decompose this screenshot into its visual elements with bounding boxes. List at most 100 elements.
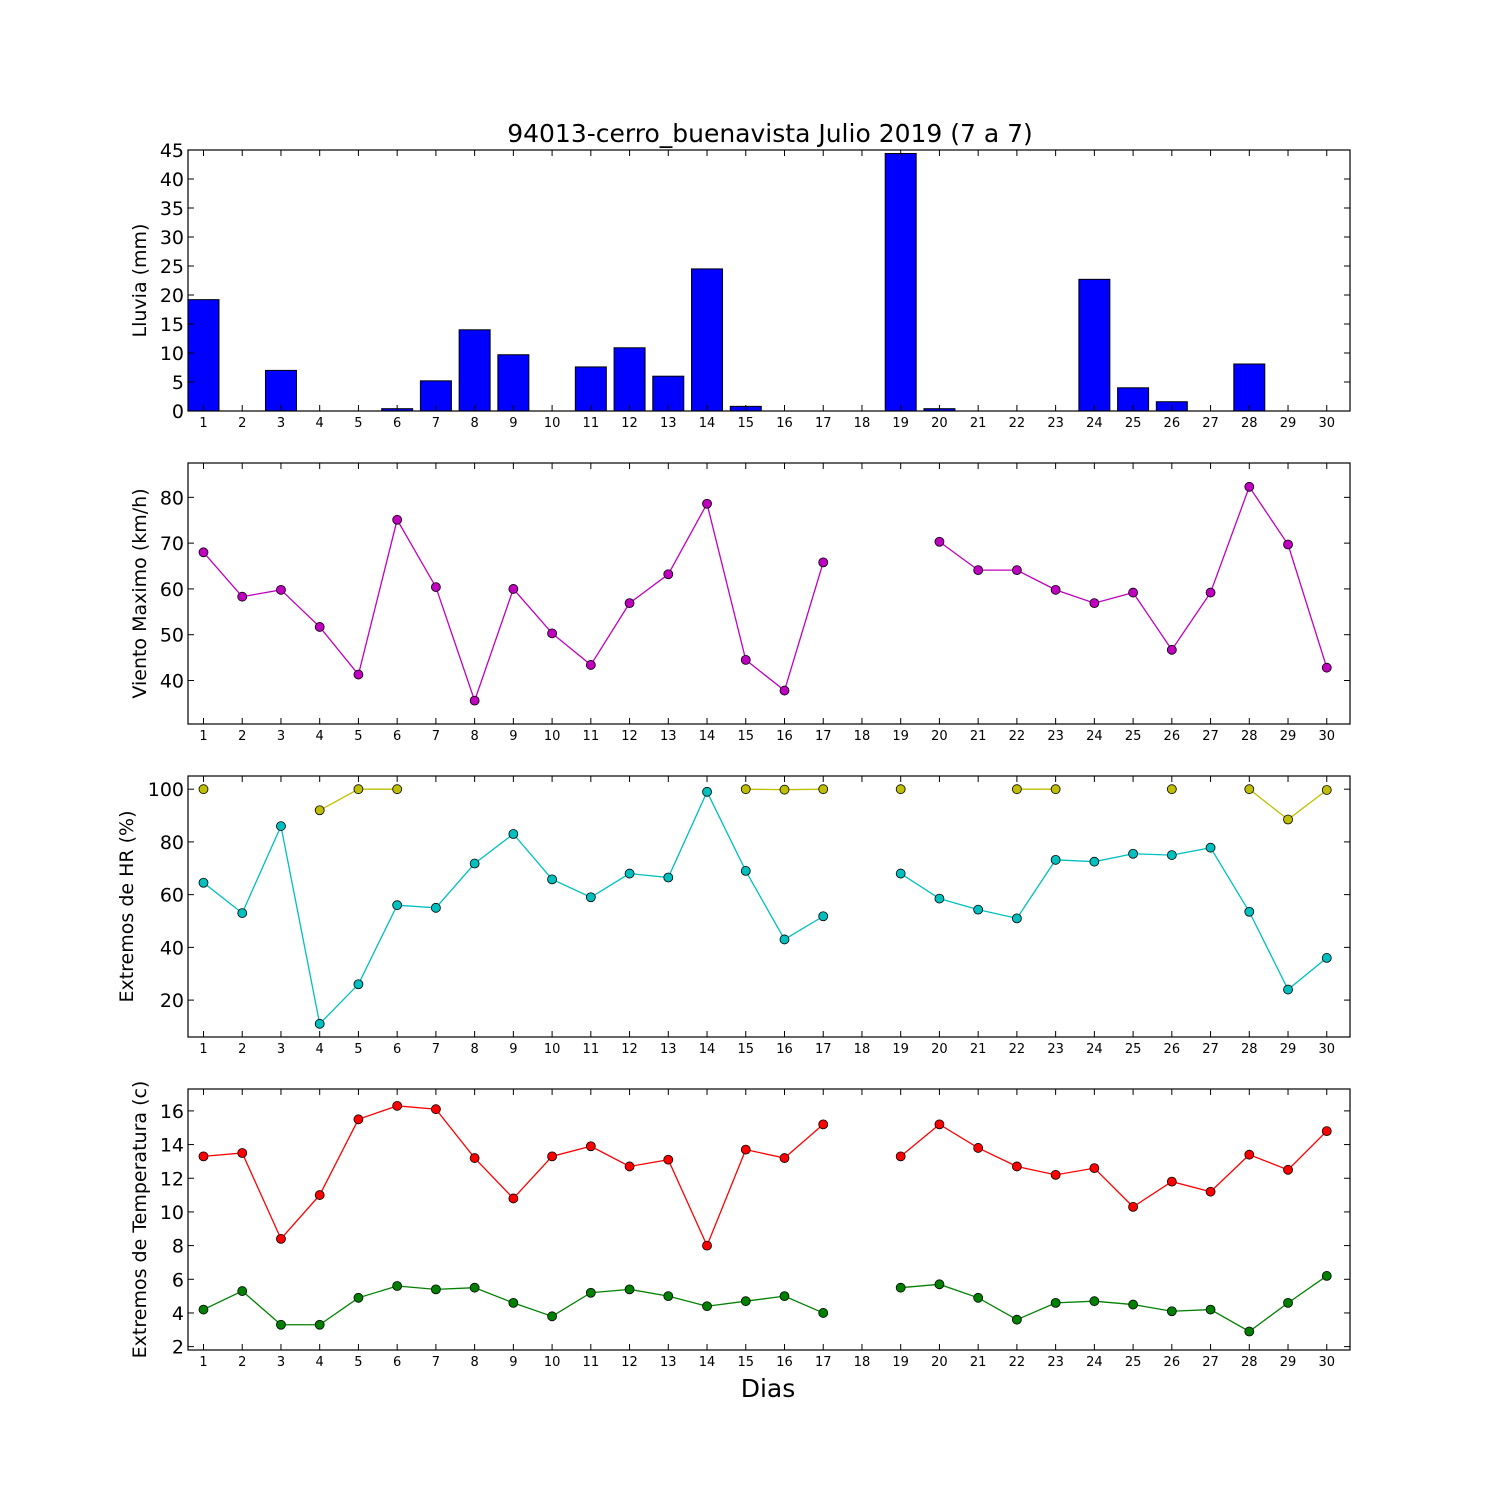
data-point-day-16 (779, 1291, 790, 1302)
x-tick-label: 29 (1280, 1042, 1297, 1057)
data-point-day-13 (663, 569, 674, 580)
y-tick-label: 6 (172, 1269, 184, 1291)
data-point-day-20 (934, 536, 945, 547)
x-tick-label: 12 (621, 416, 638, 431)
y-tick-label: 40 (160, 671, 184, 693)
series-1 (198, 1100, 1332, 1251)
x-tick-label: 4 (316, 729, 324, 744)
data-point-day-16 (779, 1153, 790, 1163)
data-point-day-28 (1244, 1326, 1255, 1337)
x-tick-label: 26 (1164, 416, 1181, 431)
data-point-day-10 (547, 628, 557, 639)
x-tick-label: 2 (238, 1042, 246, 1057)
x-tick-label: 20 (931, 729, 948, 744)
data-point-day-19 (895, 784, 906, 795)
data-point-day-12 (624, 1284, 635, 1295)
x-tick-label: 18 (854, 729, 871, 744)
data-point-day-11 (585, 1141, 596, 1152)
data-point-day-9 (508, 584, 519, 594)
data-point-day-8 (469, 858, 480, 869)
x-tick-label: 11 (583, 729, 600, 744)
data-point-day-13 (663, 1154, 674, 1165)
data-point-day-23 (1050, 784, 1061, 795)
data-point-day-10 (547, 874, 557, 885)
data-point-day-27 (1205, 1186, 1216, 1197)
data-point-day-17 (818, 911, 829, 922)
y-tick-label: 30 (160, 227, 184, 249)
data-point-day-2 (237, 1148, 248, 1158)
figure-title: 94013-cerro_buenavista Julio 2019 (7 a 7… (507, 119, 1033, 148)
data-point-day-24 (1089, 856, 1100, 867)
series-2 (198, 1271, 1332, 1337)
data-point-day-5 (353, 1114, 364, 1125)
x-tick-label: 18 (854, 416, 871, 431)
bar-day-19 (884, 152, 917, 412)
x-tick-label: 18 (854, 1355, 871, 1370)
x-tick-label: 24 (1086, 1042, 1103, 1057)
data-point-day-24 (1089, 598, 1100, 609)
x-tick-label: 10 (544, 1042, 561, 1057)
x-tick-label: 27 (1202, 1042, 1219, 1057)
y-axis-label: Extremos de HR (%) (116, 810, 138, 1002)
x-tick-label: 23 (1047, 1355, 1064, 1370)
x-tick-label: 26 (1164, 729, 1181, 744)
data-point-day-23 (1050, 1297, 1061, 1308)
data-point-day-30 (1321, 662, 1332, 673)
y-tick-label: 35 (160, 198, 184, 220)
x-tick-label: 10 (544, 416, 561, 431)
x-tick-label: 16 (776, 1042, 793, 1057)
x-tick-label: 8 (470, 729, 478, 744)
y-tick-label: 16 (160, 1101, 184, 1123)
x-tick-label: 1 (199, 1355, 207, 1370)
x-tick-label: 16 (776, 1355, 793, 1370)
data-point-day-25 (1128, 848, 1138, 859)
data-point-day-20 (934, 1279, 945, 1290)
data-point-day-24 (1089, 1296, 1100, 1307)
x-tick-label: 25 (1125, 729, 1142, 744)
x-tick-label: 2 (238, 416, 246, 431)
data-point-day-21 (973, 1292, 984, 1303)
y-tick-label: 70 (160, 533, 184, 555)
panel-2: 1 2 3 4 5 6 7 8 9 10 11 12 13 14 15 16 17 18 19 20 21 22 23 24 2… (129, 462, 1351, 744)
series-2 (198, 786, 1332, 1029)
data-point-day-30 (1321, 785, 1332, 795)
data-point-day-27 (1205, 587, 1216, 598)
data-point-day-4 (314, 1018, 325, 1029)
x-tick-label: 22 (1009, 1042, 1026, 1057)
bar-day-14 (691, 268, 724, 412)
data-point-day-10 (547, 1311, 557, 1322)
x-tick-label: 15 (737, 1042, 754, 1057)
data-point-day-13 (663, 872, 674, 883)
data-point-day-17 (818, 1308, 829, 1318)
data-point-day-7 (430, 1104, 441, 1115)
bar-day-3 (264, 369, 297, 412)
data-point-day-9 (508, 829, 519, 839)
x-tick-label: 3 (277, 1355, 285, 1370)
x-tick-label: 14 (699, 1355, 716, 1370)
x-tick-label: 15 (737, 416, 754, 431)
data-point-day-30 (1321, 1271, 1332, 1281)
data-point-day-17 (818, 557, 829, 568)
x-tick-label: 6 (393, 729, 401, 744)
axes-frame (187, 775, 1351, 1038)
data-point-day-6 (392, 1100, 403, 1111)
y-tick-label: 20 (160, 285, 184, 307)
data-point-day-19 (895, 868, 906, 879)
x-tick-label: 11 (583, 416, 600, 431)
data-point-day-4 (314, 1319, 325, 1330)
data-point-day-4 (314, 805, 325, 816)
data-point-day-12 (624, 598, 635, 609)
data-point-day-4 (314, 622, 325, 632)
series-line-segment (900, 1123, 1328, 1208)
x-tick-label: 4 (316, 1042, 324, 1057)
x-tick-label: 20 (931, 1355, 948, 1370)
x-tick-label: 7 (432, 1355, 440, 1370)
y-tick-label: 8 (172, 1236, 184, 1258)
data-point-day-13 (663, 1291, 674, 1302)
y-tick-label: 40 (160, 937, 184, 959)
x-tick-label: 9 (509, 1355, 517, 1370)
x-tick-label: 24 (1086, 729, 1103, 744)
data-point-day-14 (702, 1240, 712, 1251)
